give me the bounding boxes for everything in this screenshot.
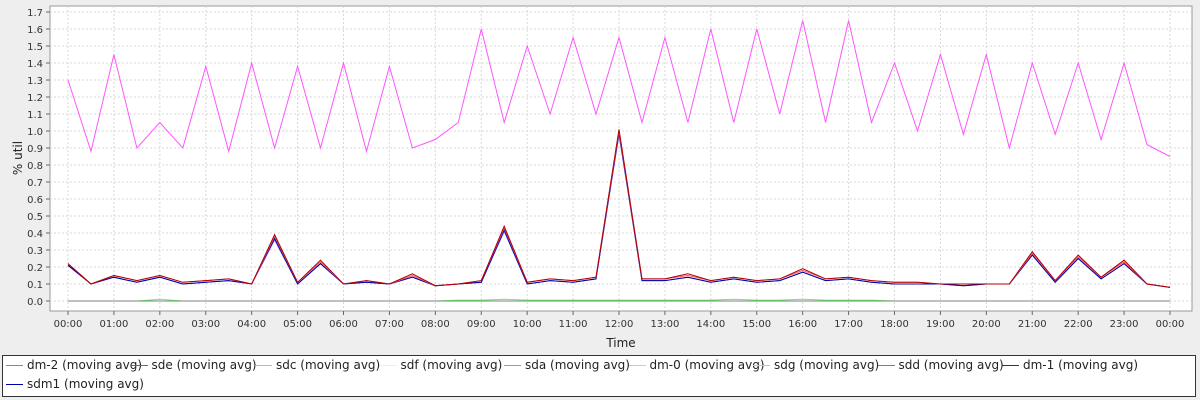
x-tick-label: 22:00: [1064, 319, 1093, 330]
legend-item: dm-0 (moving avg): [628, 358, 765, 372]
legend-swatch: [6, 383, 23, 385]
x-tick-label: 08:00: [421, 319, 450, 330]
y-tick-label: 0.4: [27, 229, 43, 240]
legend-label: sdm1 (moving avg): [27, 377, 144, 391]
legend-swatch: [877, 364, 895, 366]
legend-item: sdc (moving avg): [255, 358, 380, 372]
legend-swatch: [504, 364, 521, 366]
x-tick-label: 18:00: [880, 319, 909, 330]
y-tick-label: 0.9: [27, 144, 43, 155]
legend-swatch: [379, 364, 397, 366]
legend-item: dm-2 (moving avg): [6, 358, 142, 372]
x-tick-label: 15:00: [742, 319, 771, 330]
series-line-sda: [67, 20, 1171, 157]
y-tick-label: 0.0: [27, 297, 43, 308]
y-tick-label: 0.2: [27, 263, 43, 274]
y-tick-label: 1.2: [27, 93, 43, 104]
x-tick-label: 02:00: [145, 319, 174, 330]
y-tick-label: 0.3: [27, 246, 43, 257]
x-tick-label: 11:00: [559, 319, 588, 330]
x-axis-label: Time: [605, 336, 635, 350]
y-tick-label: 0.5: [27, 212, 43, 223]
x-tick-label: 03:00: [191, 319, 220, 330]
x-tick-label: 00:00: [54, 319, 83, 330]
y-tick-label: 0.6: [27, 195, 43, 206]
legend-item: sdd (moving avg): [877, 358, 1004, 372]
legend-swatch: [255, 364, 272, 366]
x-tick-label: 20:00: [972, 319, 1001, 330]
x-tick-label: 07:00: [375, 319, 404, 330]
x-tick-label: 23:00: [1110, 319, 1139, 330]
x-tick-label: 04:00: [237, 319, 266, 330]
legend: dm-2 (moving avg) sde (moving avg) sdc (mo…: [2, 355, 1196, 397]
legend-label: sdg (moving avg): [774, 358, 880, 372]
y-tick-label: 1.7: [27, 8, 43, 19]
chart-svg: 0.0 0.1 0.2 0.3 0.4 0.5 0.6 0.7 0.8 0.9 1.0 1.1 1.2 1…: [11, 5, 1193, 350]
x-tick-label: 13:00: [651, 319, 680, 330]
x-tick-label: 12:00: [605, 319, 634, 330]
y-tick-label: 0.7: [27, 178, 43, 189]
y-tick-label: 1.1: [27, 110, 43, 121]
x-tick-label: 10:00: [513, 319, 542, 330]
legend-label: sdc (moving avg): [276, 358, 381, 372]
x-tick-label: 14:00: [696, 319, 725, 330]
legend-label: dm-0 (moving avg): [649, 358, 765, 372]
legend-swatch: [753, 364, 770, 366]
series-layer: [67, 20, 1171, 302]
axis-layer: 0.0 0.1 0.2 0.3 0.4 0.5 0.6 0.7 0.8 0.9 1.0 1.1 1.2 1…: [27, 8, 1184, 330]
series-line-dm-1: [67, 129, 1171, 288]
x-tick-label: 05:00: [283, 319, 312, 330]
y-tick-label: 0.8: [27, 161, 43, 172]
y-tick-label: 1.5: [27, 42, 43, 53]
legend-label: sdf (moving avg): [400, 358, 503, 372]
legend-swatch: [628, 364, 646, 366]
legend-label: sdd (moving avg): [898, 358, 1004, 372]
x-tick-label: 09:00: [467, 319, 496, 330]
y-tick-label: 1.3: [27, 76, 43, 87]
legend-item: dm-1 (moving avg): [1002, 358, 1138, 372]
y-tick-label: 0.1: [27, 280, 43, 291]
x-tick-label: 16:00: [788, 319, 817, 330]
legend-item: sdg (moving avg): [753, 358, 879, 372]
legend-swatch: [6, 364, 23, 366]
legend-swatch: [130, 364, 148, 366]
y-tick-label: 1.6: [27, 25, 43, 36]
x-tick-label: 06:00: [329, 319, 358, 330]
y-axis-label: % util: [11, 141, 25, 175]
y-tick-label: 1.0: [27, 127, 43, 138]
legend-label: dm-1 (moving avg): [1023, 358, 1139, 372]
legend-item: sde (moving avg): [130, 358, 257, 372]
x-tick-label: 01:00: [100, 319, 129, 330]
legend-label: sda (moving avg): [525, 358, 630, 372]
x-tick-label: 00:00: [1156, 319, 1185, 330]
legend-swatch: [1002, 364, 1019, 366]
x-tick-label: 21:00: [1018, 319, 1047, 330]
x-tick-label: 17:00: [834, 319, 863, 330]
legend-label: dm-2 (moving avg): [27, 358, 143, 372]
legend-label: sde (moving avg): [151, 358, 257, 372]
x-tick-label: 19:00: [926, 319, 955, 330]
plot-area: [49, 5, 1193, 312]
grid-layer: [50, 6, 1192, 311]
legend-item: sdf (moving avg): [379, 358, 503, 372]
y-tick-label: 1.4: [27, 59, 43, 70]
legend-item: sda (moving avg): [504, 358, 630, 372]
legend-item: sdm1 (moving avg): [6, 377, 144, 391]
